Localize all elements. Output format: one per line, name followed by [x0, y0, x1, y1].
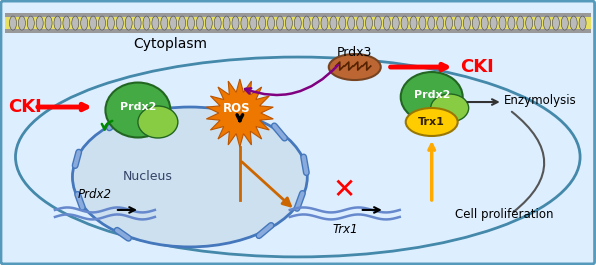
Ellipse shape [223, 16, 230, 30]
Ellipse shape [508, 16, 515, 30]
Ellipse shape [410, 16, 417, 30]
Ellipse shape [481, 16, 488, 30]
Polygon shape [206, 79, 274, 147]
Text: CKI: CKI [8, 98, 42, 116]
Ellipse shape [437, 16, 443, 30]
Text: ✕: ✕ [332, 176, 355, 204]
Ellipse shape [138, 106, 178, 138]
Ellipse shape [27, 16, 35, 30]
Ellipse shape [54, 16, 61, 30]
Ellipse shape [552, 16, 560, 30]
Ellipse shape [374, 16, 381, 30]
Ellipse shape [517, 16, 524, 30]
FancyArrowPatch shape [512, 112, 544, 212]
Ellipse shape [73, 107, 308, 247]
Ellipse shape [197, 16, 203, 30]
Ellipse shape [544, 16, 551, 30]
Ellipse shape [107, 16, 114, 30]
Text: Cell proliferation: Cell proliferation [455, 209, 553, 222]
Ellipse shape [392, 16, 399, 30]
Ellipse shape [89, 16, 97, 30]
Text: Trx1: Trx1 [418, 117, 445, 127]
Ellipse shape [152, 16, 159, 30]
Text: Prdx2: Prdx2 [414, 90, 450, 100]
Ellipse shape [561, 16, 569, 30]
Ellipse shape [205, 16, 212, 30]
Ellipse shape [72, 16, 79, 30]
Text: Prdx3: Prdx3 [337, 46, 372, 59]
Ellipse shape [347, 16, 355, 30]
Text: Nucleus: Nucleus [123, 170, 173, 183]
Ellipse shape [105, 82, 170, 138]
Ellipse shape [259, 16, 266, 30]
Ellipse shape [570, 16, 577, 30]
Ellipse shape [339, 16, 346, 30]
Ellipse shape [161, 16, 168, 30]
Ellipse shape [472, 16, 479, 30]
Ellipse shape [232, 16, 239, 30]
Ellipse shape [179, 16, 185, 30]
Ellipse shape [285, 16, 293, 30]
Ellipse shape [455, 16, 461, 30]
Ellipse shape [80, 16, 88, 30]
Ellipse shape [170, 16, 176, 30]
Ellipse shape [401, 16, 408, 30]
Text: ROS: ROS [223, 101, 251, 114]
Text: Trx1: Trx1 [333, 223, 359, 236]
Ellipse shape [321, 16, 328, 30]
Ellipse shape [431, 94, 468, 122]
Ellipse shape [329, 54, 381, 80]
Text: Enzymolysis: Enzymolysis [504, 94, 576, 107]
Ellipse shape [312, 16, 319, 30]
Ellipse shape [464, 16, 470, 30]
Ellipse shape [143, 16, 150, 30]
Ellipse shape [294, 16, 302, 30]
Ellipse shape [406, 108, 458, 136]
Ellipse shape [134, 16, 141, 30]
Ellipse shape [490, 16, 497, 30]
Text: Prdx2: Prdx2 [78, 188, 112, 201]
Ellipse shape [535, 16, 542, 30]
Ellipse shape [63, 16, 70, 30]
Text: Cytoplasm: Cytoplasm [133, 37, 207, 51]
Ellipse shape [579, 16, 586, 30]
Ellipse shape [36, 16, 43, 30]
Text: CKI: CKI [460, 58, 493, 76]
Ellipse shape [98, 16, 105, 30]
Text: Prdx2: Prdx2 [120, 102, 156, 112]
Ellipse shape [401, 72, 462, 122]
Ellipse shape [303, 16, 310, 30]
Ellipse shape [383, 16, 390, 30]
Ellipse shape [250, 16, 257, 30]
Ellipse shape [125, 16, 132, 30]
Ellipse shape [268, 16, 275, 30]
Ellipse shape [526, 16, 533, 30]
Ellipse shape [116, 16, 123, 30]
Ellipse shape [45, 16, 52, 30]
Ellipse shape [188, 16, 194, 30]
Ellipse shape [330, 16, 337, 30]
Ellipse shape [499, 16, 506, 30]
Ellipse shape [446, 16, 452, 30]
Ellipse shape [18, 16, 26, 30]
Bar [5, 13, 591, 33]
Ellipse shape [277, 16, 284, 30]
Ellipse shape [428, 16, 435, 30]
Ellipse shape [10, 16, 17, 30]
Bar [5, 17, 591, 29]
Ellipse shape [214, 16, 221, 30]
Ellipse shape [356, 16, 364, 30]
Ellipse shape [241, 16, 248, 30]
Ellipse shape [365, 16, 372, 30]
Ellipse shape [15, 57, 580, 257]
Ellipse shape [419, 16, 426, 30]
